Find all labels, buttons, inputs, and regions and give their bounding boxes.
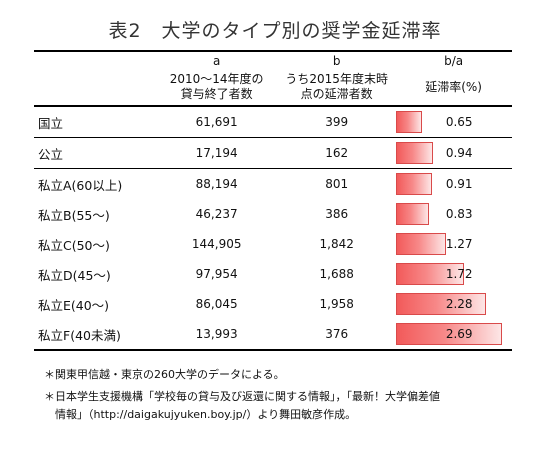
table-row: 私立A(60以上) 88,194 801 0.91 <box>34 169 512 200</box>
header-a-letter: a <box>212 54 221 68</box>
header-a-label: 2010〜14年度の 貸与終了者数 <box>155 69 278 106</box>
row-a-value: 61,691 <box>155 106 279 138</box>
delinquency-table: a b b/a 2010〜14年度の 貸与終了者数 うち2015年度末時 点の延… <box>34 50 512 351</box>
table-row: 私立B(55〜) 46,237 386 0.83 <box>34 199 512 229</box>
row-a-value: 17,194 <box>155 137 279 169</box>
header-a-label-line2: 貸与終了者数 <box>180 87 253 101</box>
page-title: 表2 大学のタイプ別の奨学金延滞率 <box>108 20 442 42</box>
header-blank <box>34 51 155 69</box>
row-rate-value: 0.91 <box>445 177 473 191</box>
rate-bar <box>396 111 423 133</box>
row-b-value: 1,688 <box>319 267 354 281</box>
row-name: 国立 <box>34 106 156 138</box>
header-label-row: 2010〜14年度の 貸与終了者数 うち2015年度末時 点の延滞者数 延滞率(… <box>34 69 512 106</box>
row-name: 私立A(60以上) <box>38 177 123 193</box>
row-a-value: 86,045 <box>195 297 238 311</box>
row-rate-cell: 2.28 <box>395 289 512 319</box>
row-a-value: 144,905 <box>191 237 242 251</box>
rate-bar <box>396 142 434 164</box>
rate-bar <box>396 293 487 315</box>
footnote-data-source-cont: 情報」（http://daigakujyuken.boy.jp/）より舞田敏彦作… <box>44 408 357 421</box>
rate-bar <box>396 173 433 195</box>
row-name: 私立C(50〜) <box>38 237 110 253</box>
row-rate-cell: 1.27 <box>395 229 512 259</box>
table-row: 私立E(40〜) 86,045 1,958 2.28 <box>34 289 512 319</box>
header-a-label-line1: 2010〜14年度の <box>169 72 264 86</box>
table-row: 公立 17,194 162 0.94 <box>34 137 512 169</box>
table-row: 国立 61,691 399 0.65 <box>34 106 512 138</box>
row-a-value: 88,194 <box>195 177 238 191</box>
rate-bar <box>396 263 465 285</box>
header-blank-2 <box>34 69 155 106</box>
row-name: 私立F(40未満) <box>34 319 156 351</box>
table-row: 私立D(45〜) 97,954 1,688 1.72 <box>34 259 512 289</box>
header-b-label-line1: うち2015年度末時 <box>285 72 388 86</box>
row-b-value: 1,958 <box>319 297 354 311</box>
table-row: 私立C(50〜) 144,905 1,842 1.27 <box>34 229 512 259</box>
row-b-value: 376 <box>278 319 396 351</box>
row-rate-value: 1.27 <box>445 237 473 251</box>
row-rate-value: 0.83 <box>445 207 473 221</box>
header-ratio-letter: b/a <box>444 54 464 68</box>
row-rate-value: 2.28 <box>445 297 473 311</box>
row-rate-cell: 1.72 <box>395 259 512 289</box>
row-rate-cell: 0.91 <box>395 169 512 200</box>
row-rate-cell: 0.83 <box>395 199 512 229</box>
row-a-value: 97,954 <box>195 267 238 281</box>
row-rate-value: 2.69 <box>445 327 473 341</box>
row-name: 私立E(40〜) <box>38 297 110 313</box>
row-rate-value: 0.94 <box>445 146 473 160</box>
header-letter-row: a b b/a <box>34 51 512 69</box>
row-b-value: 162 <box>278 137 396 169</box>
row-rate-cell: 2.69 <box>395 319 512 351</box>
row-b-value: 386 <box>325 207 349 221</box>
row-rate-value: 1.72 <box>445 267 473 281</box>
footnote-source-scope: ＊関東甲信越・東京の260大学のデータによる。 <box>44 368 285 381</box>
rate-bar <box>396 203 430 225</box>
row-name: 私立B(55〜) <box>38 207 110 223</box>
rate-bar <box>396 323 503 345</box>
row-name: 公立 <box>34 137 156 169</box>
rate-bar <box>396 233 447 255</box>
row-rate-cell: 0.65 <box>395 106 512 138</box>
header-b-label-line2: 点の延滞者数 <box>300 87 373 101</box>
header-b-label: うち2015年度末時 点の延滞者数 <box>278 69 395 106</box>
row-b-value: 801 <box>325 177 349 191</box>
footnote-data-source: ＊日本学生支援機構「学校毎の貸与及び返還に関する情報」，「最新！大学偏差値 <box>44 390 440 403</box>
row-b-value: 399 <box>278 106 396 138</box>
row-b-value: 1,842 <box>319 237 354 251</box>
row-a-value: 46,237 <box>195 207 238 221</box>
table-row: 私立F(40未満) 13,993 376 2.69 <box>34 319 512 351</box>
row-name: 私立D(45〜) <box>38 267 111 283</box>
row-rate-cell: 0.94 <box>395 137 512 169</box>
row-a-value: 13,993 <box>155 319 279 351</box>
header-b-letter: b <box>332 54 341 68</box>
header-rate-label: 延滞率(%) <box>425 79 482 94</box>
row-rate-value: 0.65 <box>445 115 473 129</box>
